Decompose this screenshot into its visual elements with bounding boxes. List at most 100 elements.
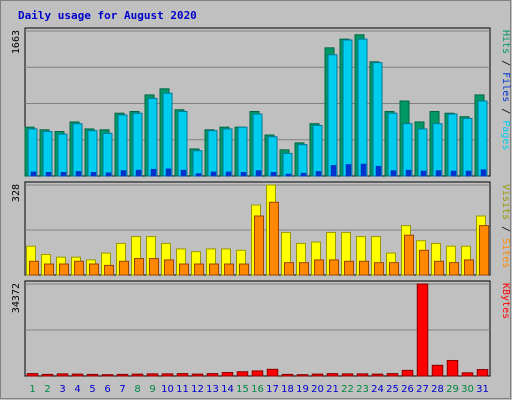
x-tick-label-day-29: 29	[446, 384, 459, 395]
bar-files-day-5	[87, 130, 98, 177]
bar-files-day-26	[402, 123, 413, 177]
bar-files-day-15	[237, 126, 248, 177]
bar-sites-day-30	[464, 259, 474, 276]
bar-kbytes-day-5	[86, 373, 99, 377]
x-tick-label-day-27: 27	[416, 384, 429, 395]
bar-pages-day-27	[420, 170, 427, 177]
bar-kbytes-day-19	[296, 374, 309, 377]
bar-kbytes-day-27	[416, 283, 429, 377]
bar-sites-day-21	[329, 259, 339, 276]
x-tick-label-day-25: 25	[386, 384, 399, 395]
bar-files-day-12	[192, 150, 203, 177]
bar-files-day-20	[312, 124, 323, 177]
panel-1: 1663 Hits / Files / Pages	[11, 27, 511, 177]
x-tick-label-day-7: 7	[119, 384, 125, 395]
bar-sites-day-3	[59, 263, 69, 276]
bar-files-day-4	[72, 123, 83, 177]
bar-files-day-17	[267, 136, 278, 177]
bar-pages-day-20	[315, 171, 322, 177]
bar-kbytes-day-25	[386, 373, 399, 377]
x-tick-label-day-31: 31	[476, 384, 489, 395]
bar-kbytes-day-7	[116, 373, 129, 377]
bar-pages-day-11	[180, 169, 187, 177]
panel-3-right-legend: KBytes	[500, 283, 511, 319]
legend-hits: Hits	[500, 30, 511, 54]
bar-pages-day-21	[330, 165, 337, 177]
bar-pages-day-31	[480, 169, 487, 177]
bar-kbytes-day-29	[446, 359, 459, 377]
bar-files-day-22	[342, 39, 353, 177]
bar-pages-day-3	[60, 172, 67, 177]
bar-kbytes-day-15	[236, 371, 249, 377]
bar-files-day-30	[462, 117, 473, 177]
bar-kbytes-day-23	[356, 373, 369, 377]
bar-kbytes-day-20	[311, 373, 324, 377]
x-tick-label-day-21: 21	[326, 384, 339, 395]
bar-files-day-1	[27, 128, 38, 177]
bar-pages-day-14	[225, 171, 232, 177]
x-tick-label-day-11: 11	[176, 384, 189, 395]
legend-visits: Visits	[500, 184, 511, 220]
panel-2-right-legend: Visits / Sites	[500, 184, 511, 268]
bar-sites-day-22	[344, 260, 354, 276]
bar-sites-day-25	[389, 262, 399, 276]
bar-pages-day-2	[45, 172, 52, 177]
bar-files-day-3	[57, 133, 68, 177]
bar-sites-day-12	[194, 263, 204, 276]
bar-kbytes-day-3	[56, 373, 69, 377]
bar-sites-day-14	[224, 263, 234, 276]
x-tick-label-day-24: 24	[371, 384, 384, 395]
bar-pages-day-25	[390, 170, 397, 177]
bar-kbytes-day-14	[221, 372, 234, 377]
legend-files: Files	[500, 72, 511, 102]
x-tick-label-day-2: 2	[44, 384, 50, 395]
bar-kbytes-day-17	[266, 368, 279, 377]
bar-sites-day-7	[119, 260, 129, 276]
x-tick-label-day-18: 18	[281, 384, 294, 395]
bar-pages-day-15	[240, 172, 247, 177]
bar-pages-day-6	[105, 172, 112, 177]
legend-sites: Sites	[500, 238, 511, 268]
x-tick-label-day-8: 8	[134, 384, 140, 395]
bar-pages-day-24	[375, 165, 382, 177]
bar-files-day-27	[417, 128, 428, 177]
bar-files-day-28	[432, 123, 443, 177]
x-tick-label-day-3: 3	[59, 384, 65, 395]
x-tick-label-day-20: 20	[311, 384, 324, 395]
bar-sites-day-29	[449, 262, 459, 276]
bar-kbytes-day-18	[281, 373, 294, 377]
legend-separator: /	[500, 54, 511, 72]
bar-sites-day-10	[164, 259, 174, 276]
bar-kbytes-day-28	[431, 364, 444, 377]
bar-pages-day-13	[210, 171, 217, 177]
bar-sites-day-23	[359, 260, 369, 276]
bar-sites-day-9	[149, 258, 159, 276]
x-tick-label-day-14: 14	[221, 384, 234, 395]
legend-pages: Pages	[500, 120, 511, 150]
bar-sites-day-20	[314, 259, 324, 276]
bar-kbytes-day-6	[101, 374, 114, 377]
bar-files-day-19	[297, 144, 308, 177]
bar-kbytes-day-24	[371, 373, 384, 377]
x-tick-label-day-4: 4	[74, 384, 80, 395]
x-tick-label-day-16: 16	[251, 384, 264, 395]
x-tick-label-day-15: 15	[236, 384, 249, 395]
bar-pages-day-26	[405, 169, 412, 177]
bar-files-day-10	[162, 92, 173, 177]
bar-files-day-9	[147, 97, 158, 177]
bar-sites-day-17	[269, 201, 279, 276]
bar-pages-day-17	[270, 172, 277, 177]
bar-pages-day-16	[255, 170, 262, 177]
bar-sites-day-16	[254, 215, 264, 276]
bar-pages-day-12	[195, 173, 202, 177]
bar-sites-day-8	[134, 258, 144, 276]
bar-files-day-29	[447, 113, 458, 177]
panel-1-y-max-label: 1663	[11, 30, 22, 54]
bar-kbytes-day-22	[341, 373, 354, 377]
legend-separator: /	[500, 220, 511, 238]
bar-kbytes-day-30	[461, 372, 474, 377]
bar-sites-day-13	[209, 263, 219, 276]
bar-sites-day-19	[299, 262, 309, 276]
bar-pages-day-30	[465, 170, 472, 177]
